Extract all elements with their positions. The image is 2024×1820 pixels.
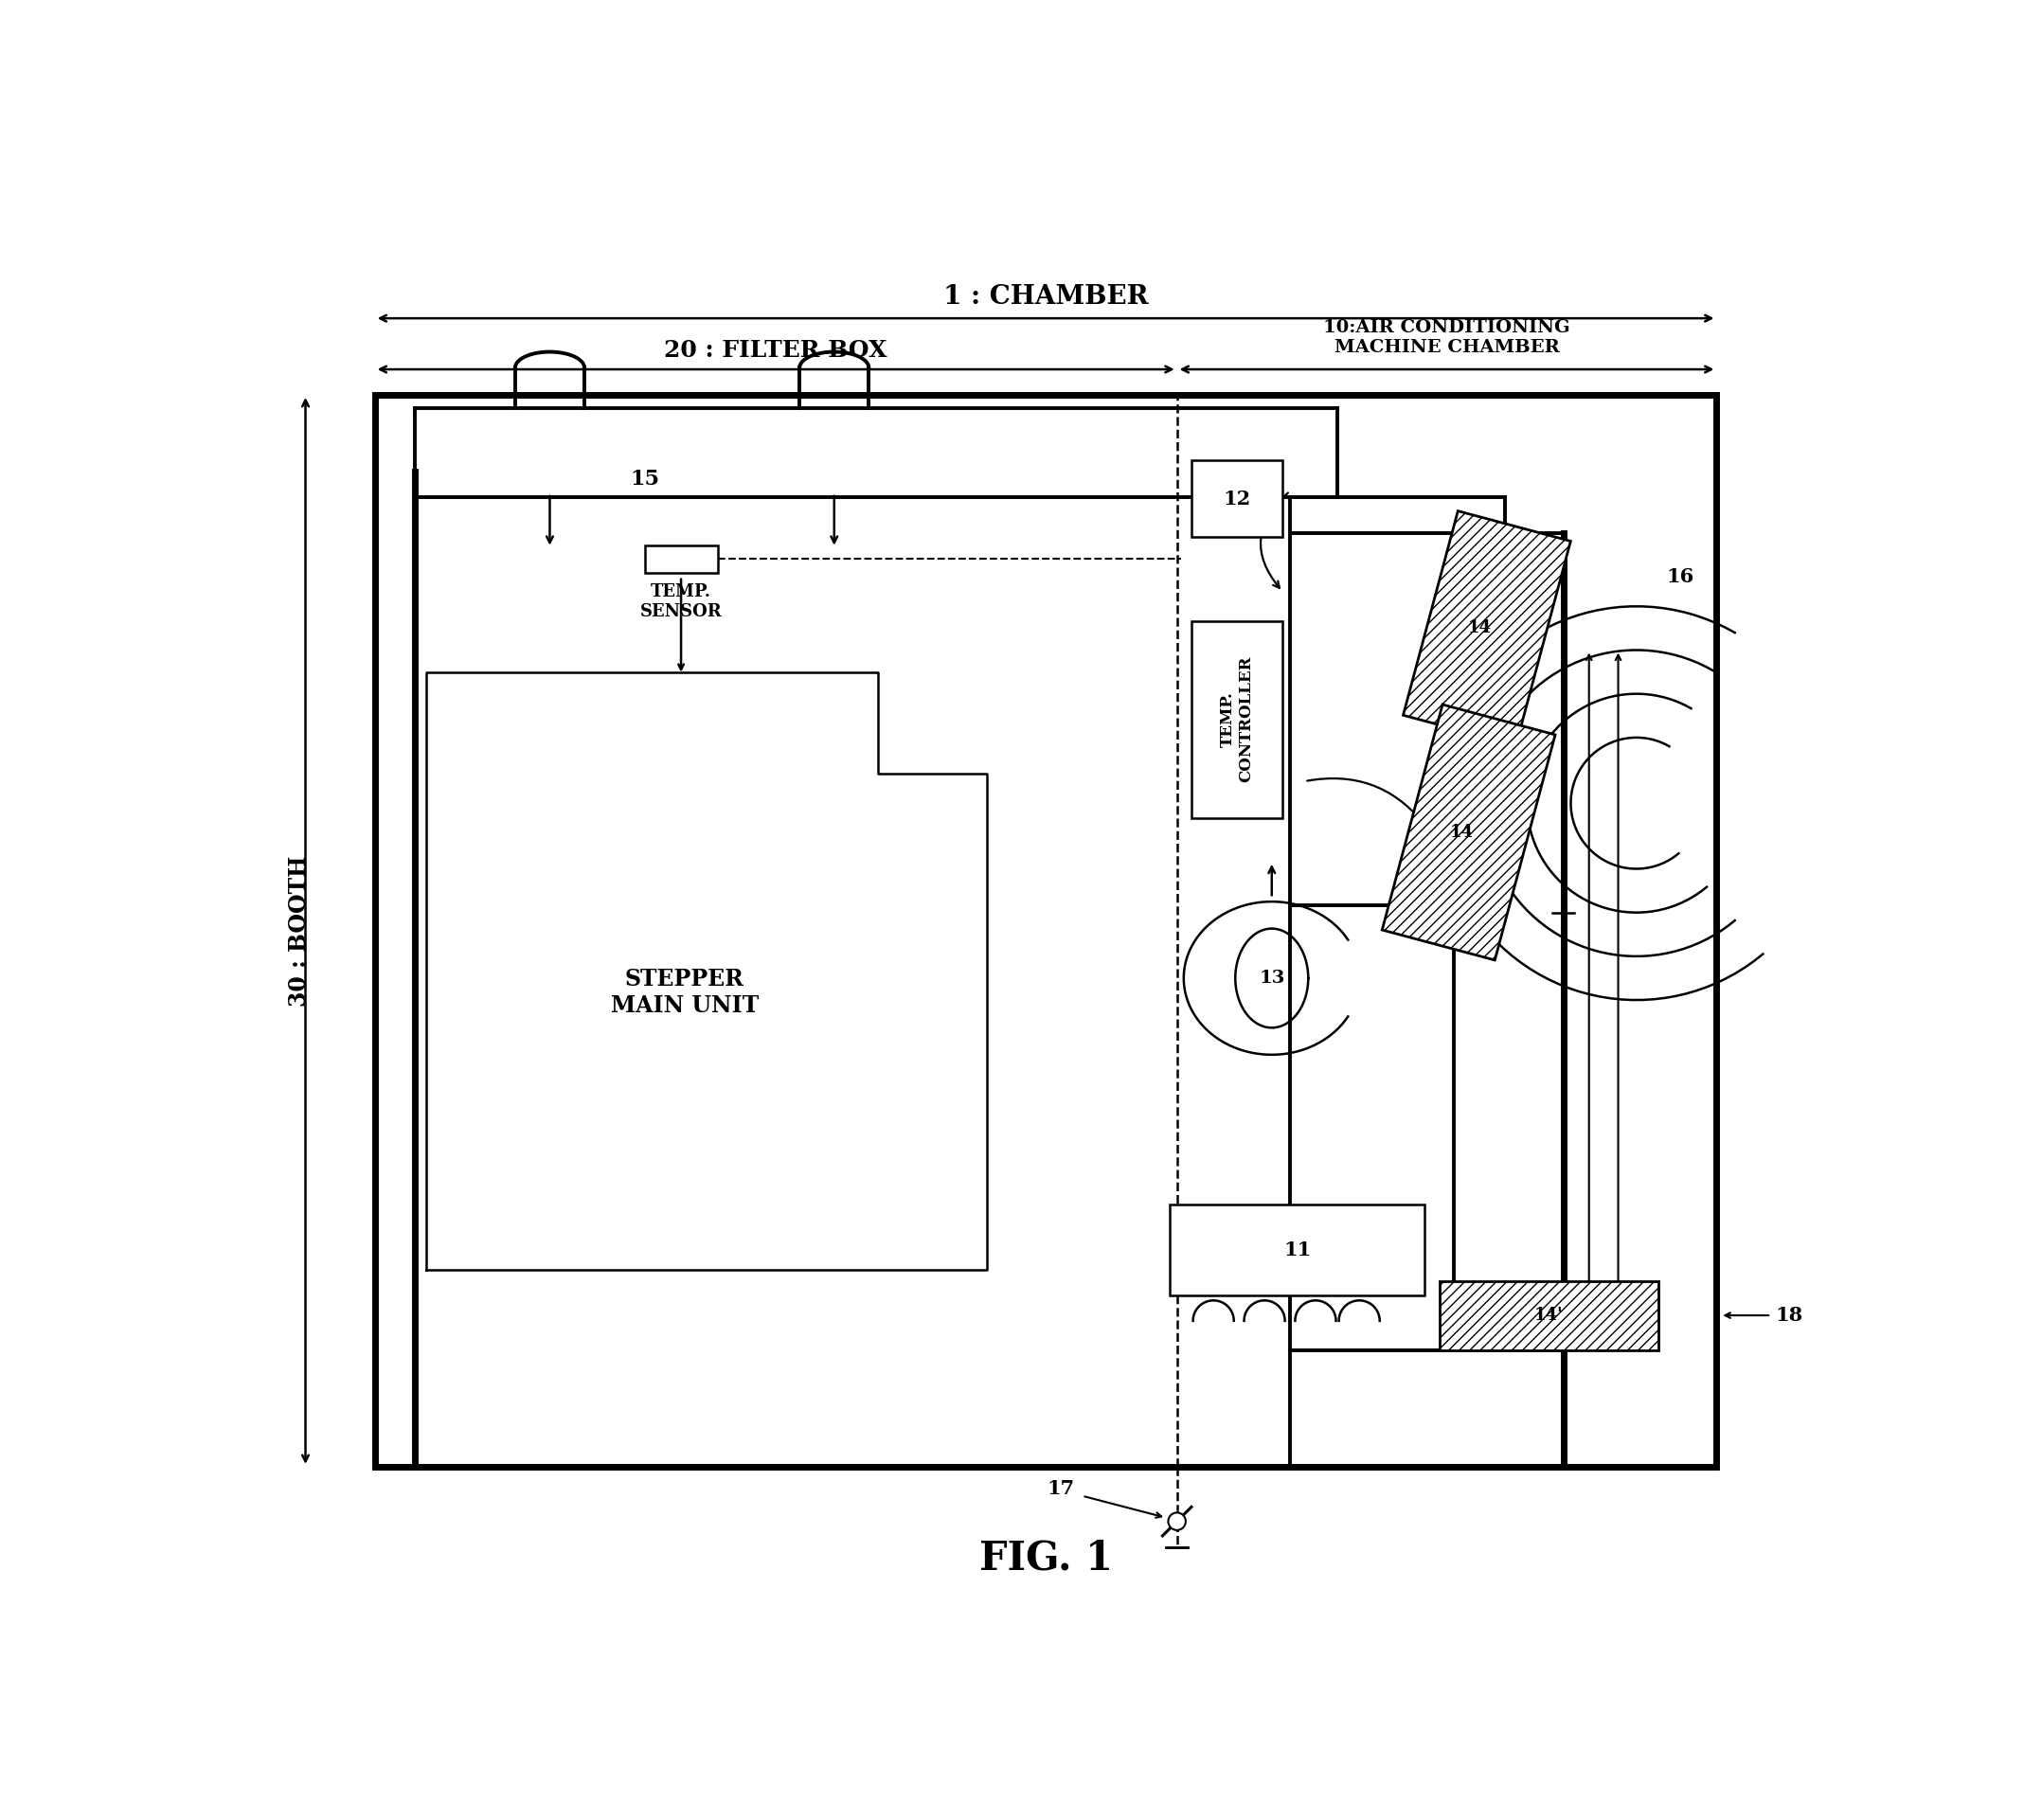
Text: 13: 13 — [1259, 970, 1285, 986]
Text: TEMP.
SENSOR: TEMP. SENSOR — [640, 584, 723, 621]
Text: 10:AIR CONDITIONING
MACHINE CHAMBER: 10:AIR CONDITIONING MACHINE CHAMBER — [1324, 320, 1571, 357]
Text: 12: 12 — [1222, 490, 1251, 508]
Text: STEPPER
MAIN UNIT: STEPPER MAIN UNIT — [611, 968, 759, 1017]
Text: FIG. 1: FIG. 1 — [980, 1538, 1113, 1578]
Text: 11: 11 — [1283, 1239, 1312, 1259]
Text: 30 : BOOTH: 30 : BOOTH — [287, 855, 312, 1006]
Bar — [1192, 460, 1283, 537]
Text: 14': 14' — [1534, 1307, 1563, 1323]
Polygon shape — [1382, 704, 1554, 961]
Bar — [644, 544, 719, 573]
Text: 15: 15 — [629, 468, 660, 490]
Text: 14: 14 — [1449, 824, 1473, 841]
Text: 16: 16 — [1666, 568, 1694, 586]
Polygon shape — [1403, 511, 1571, 746]
Circle shape — [1168, 1512, 1186, 1531]
Bar — [374, 395, 1716, 1467]
Bar — [1439, 1281, 1658, 1350]
Text: 18: 18 — [1775, 1307, 1803, 1325]
Text: TEMP.
CONTROLLER: TEMP. CONTROLLER — [1220, 657, 1255, 783]
Bar — [1170, 1205, 1425, 1296]
Text: 14: 14 — [1467, 619, 1492, 637]
Text: 1 : CHAMBER: 1 : CHAMBER — [943, 284, 1148, 309]
Bar — [1192, 621, 1283, 817]
Text: 17: 17 — [1046, 1480, 1075, 1498]
Text: 20 : FILTER BOX: 20 : FILTER BOX — [664, 339, 887, 362]
